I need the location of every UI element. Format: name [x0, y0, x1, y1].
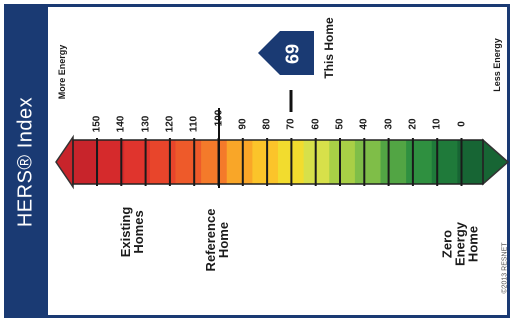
- scale-segment: [201, 140, 228, 184]
- scale-segment: [431, 140, 458, 184]
- scale-segment: [354, 140, 381, 184]
- copyright-text: ©2013 RESNET: [501, 242, 509, 294]
- scale-segment: [406, 140, 433, 184]
- zero-energy-home-label: Zero Energy Home: [439, 221, 481, 267]
- house-icon: [258, 31, 314, 75]
- scale-segment: [149, 140, 176, 184]
- reference-home-label: Reference Home: [203, 208, 231, 272]
- scale-segment: [226, 140, 253, 184]
- title-band: [4, 4, 48, 318]
- scale-segment: [380, 140, 407, 184]
- scale-segment: [329, 140, 356, 184]
- scale-segment: [175, 140, 202, 184]
- scale-segment: [252, 140, 279, 184]
- existing-homes-label: Existing Homes: [118, 206, 146, 258]
- this-home-score: 69: [282, 43, 303, 65]
- left-arrow-icon: [55, 134, 74, 190]
- this-home-label: This Home: [322, 17, 336, 79]
- right-arrow-icon: [482, 138, 510, 186]
- scale-segment: [73, 140, 100, 184]
